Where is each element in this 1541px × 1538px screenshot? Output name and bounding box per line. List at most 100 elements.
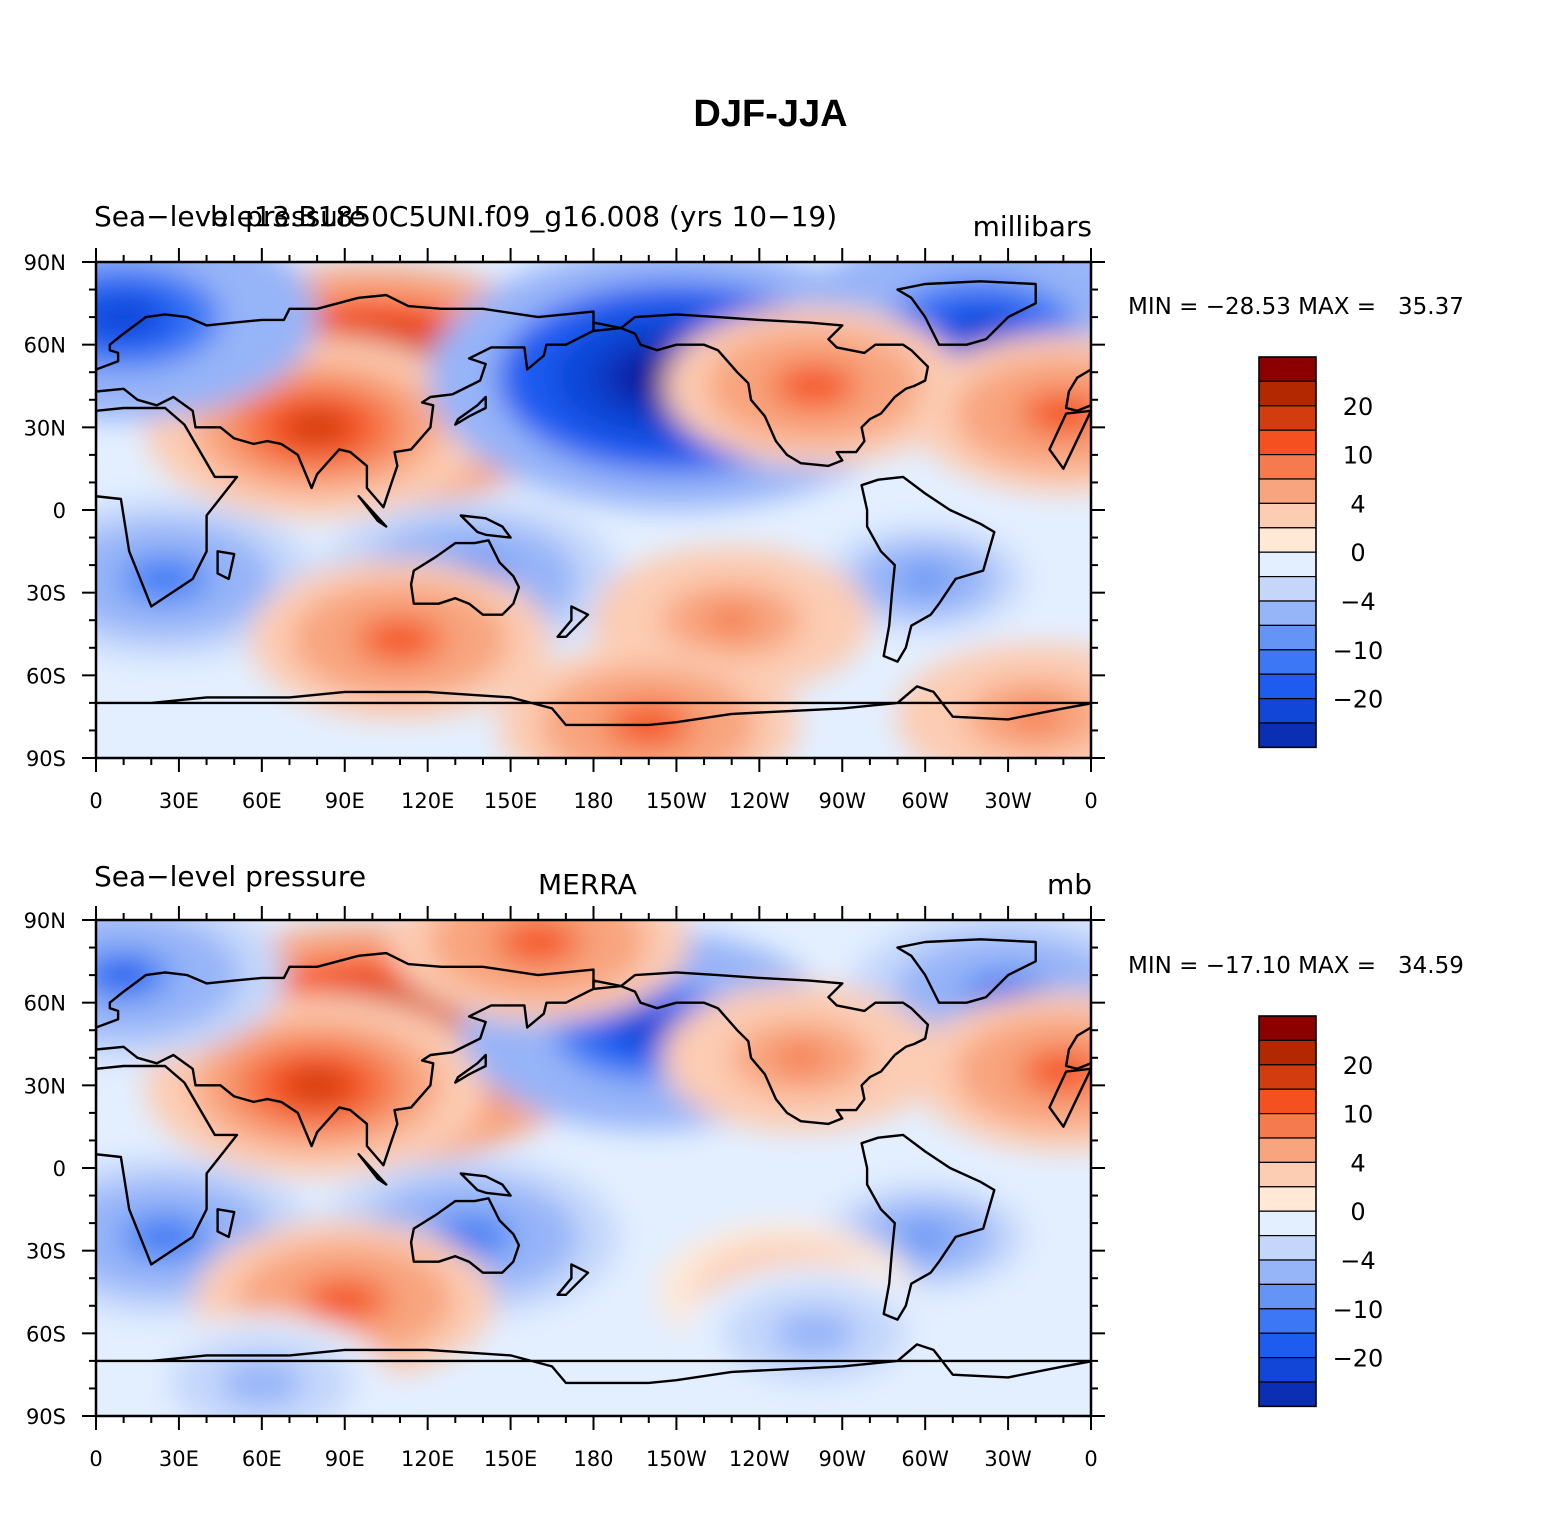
coastline-6 [409, 539, 521, 616]
pressure-anomaly-4 [96, 298, 159, 336]
coastline-0 [96, 1064, 239, 1266]
colorbar-box [1258, 405, 1317, 431]
coastline-3 [1064, 368, 1091, 412]
coastline-12 [357, 495, 388, 528]
colorbar-box [1258, 478, 1317, 504]
coastline-5 [860, 1133, 996, 1321]
x-tick-label: 90W [819, 1447, 867, 1471]
colorbar-box [1258, 429, 1317, 456]
colorbar-box [1258, 649, 1317, 675]
coastline-10 [216, 1208, 236, 1239]
pressure-anomaly-6 [775, 1044, 826, 1072]
colorbar-label: −20 [1333, 686, 1384, 714]
y-tick-label: 30N [24, 1074, 66, 1098]
colorbar-box [1258, 527, 1317, 553]
panel2-center-label: MERRA [538, 868, 637, 901]
colorbar-box [1258, 673, 1317, 700]
colorbar-box [1258, 1015, 1317, 1041]
y-tick-label: 30N [24, 416, 66, 440]
pressure-anomaly-4 [96, 959, 153, 991]
coastline-6 [409, 1197, 521, 1274]
y-tick-label: 60N [24, 334, 66, 358]
pressure-anomaly-7 [138, 564, 193, 594]
x-tick-label: 0 [89, 1447, 102, 1471]
coastline-5 [860, 475, 996, 663]
pressure-anomaly-7 [1036, 1057, 1091, 1086]
colorbar-box [1258, 380, 1317, 407]
coastline-7 [896, 938, 1037, 1004]
colorbar-box [1258, 722, 1317, 748]
colorbar-box [1258, 1283, 1317, 1310]
colorbar-label: 20 [1343, 393, 1374, 421]
colorbar-label: 4 [1350, 490, 1365, 518]
x-tick-label: 120W [729, 789, 790, 813]
pressure-anomaly-5 [787, 371, 842, 401]
pressure-anomaly-1 [286, 1068, 349, 1102]
coastline-10 [216, 550, 236, 581]
coastline-9 [556, 605, 590, 638]
pressure-anomaly-5 [511, 927, 566, 957]
y-tick-label: 90N [24, 251, 66, 275]
coastline-11 [454, 1053, 487, 1084]
colorbar-label: 20 [1343, 1052, 1374, 1080]
coastline-9 [556, 1263, 590, 1297]
x-tick-label: 30E [159, 1447, 199, 1471]
pressure-anomaly-6 [1036, 399, 1091, 428]
colorbar-label: −4 [1340, 588, 1375, 616]
colorbar-box [1258, 1308, 1317, 1334]
colorbar-box [1258, 454, 1317, 480]
colorbar-box [1258, 1039, 1317, 1066]
y-tick-label: 90S [26, 747, 66, 771]
colorbar-box [1258, 1064, 1317, 1090]
colorbar-box [1258, 697, 1317, 724]
x-tick-label: 0 [1084, 1447, 1097, 1471]
colorbar-label: −10 [1333, 637, 1384, 665]
y-tick-label: 0 [53, 1157, 66, 1181]
coastline-13 [459, 514, 512, 539]
panel1-colorbar: 20 10 4 0 −4 −10 −20 [1258, 356, 1384, 749]
coastline-11 [454, 395, 487, 426]
pressure-anomaly-10 [372, 625, 428, 654]
panel2-colorbar: 20 10 4 0 −4 −10 −20 [1258, 1015, 1383, 1408]
y-tick-label: 90S [26, 1405, 66, 1429]
coastline-1 [1048, 1067, 1091, 1128]
x-tick-label: 120E [401, 789, 454, 813]
colorbar-box [1258, 1137, 1317, 1163]
panel2-minmax: MIN = −17.10 MAX = 34.59 [1128, 953, 1464, 979]
panel2-left-label: Sea−level pressure [94, 860, 367, 893]
panel1-center-label: b.e13.B1850C5UNI.f09_g16.008 (yrs 10−19) [210, 200, 838, 233]
colorbar-box [1258, 502, 1317, 529]
coastline-12 [357, 1152, 388, 1186]
x-tick-label: 90E [325, 1447, 365, 1471]
coastline-0 [96, 406, 239, 608]
coastline-1 [1048, 409, 1091, 470]
x-tick-label: 0 [1084, 789, 1097, 813]
panel1-minmax: MIN = −28.53 MAX = 35.37 [1128, 294, 1464, 320]
coastline-4 [592, 971, 930, 1126]
colorbar-box [1258, 1234, 1317, 1261]
coastline-2 [96, 951, 595, 1167]
figure-title: DJF-JJA [693, 93, 848, 135]
pressure-anomaly-9 [900, 565, 951, 593]
colorbar-box [1258, 1112, 1317, 1139]
colorbar-frame [1258, 356, 1317, 749]
y-tick-label: 60S [26, 664, 66, 688]
pressure-anomaly-3 [945, 312, 1016, 350]
pressure-anomaly-9 [442, 1222, 497, 1252]
x-tick-label: 90E [325, 789, 365, 813]
coastline-7 [896, 280, 1037, 346]
colorbar-label: −4 [1340, 1247, 1375, 1275]
colorbar-box [1258, 1210, 1317, 1237]
x-tick-label: 150E [484, 789, 537, 813]
x-tick-label: 150W [646, 1447, 707, 1471]
colorbar-box [1258, 575, 1317, 602]
x-tick-label: 60E [242, 789, 282, 813]
y-tick-label: 30S [26, 1240, 66, 1264]
colorbar-box [1258, 1356, 1317, 1383]
coastline-8 [96, 685, 1091, 727]
pressure-anomaly-13 [791, 1321, 838, 1346]
colorbar-box [1258, 1186, 1317, 1212]
x-tick-label: 90W [819, 789, 867, 813]
